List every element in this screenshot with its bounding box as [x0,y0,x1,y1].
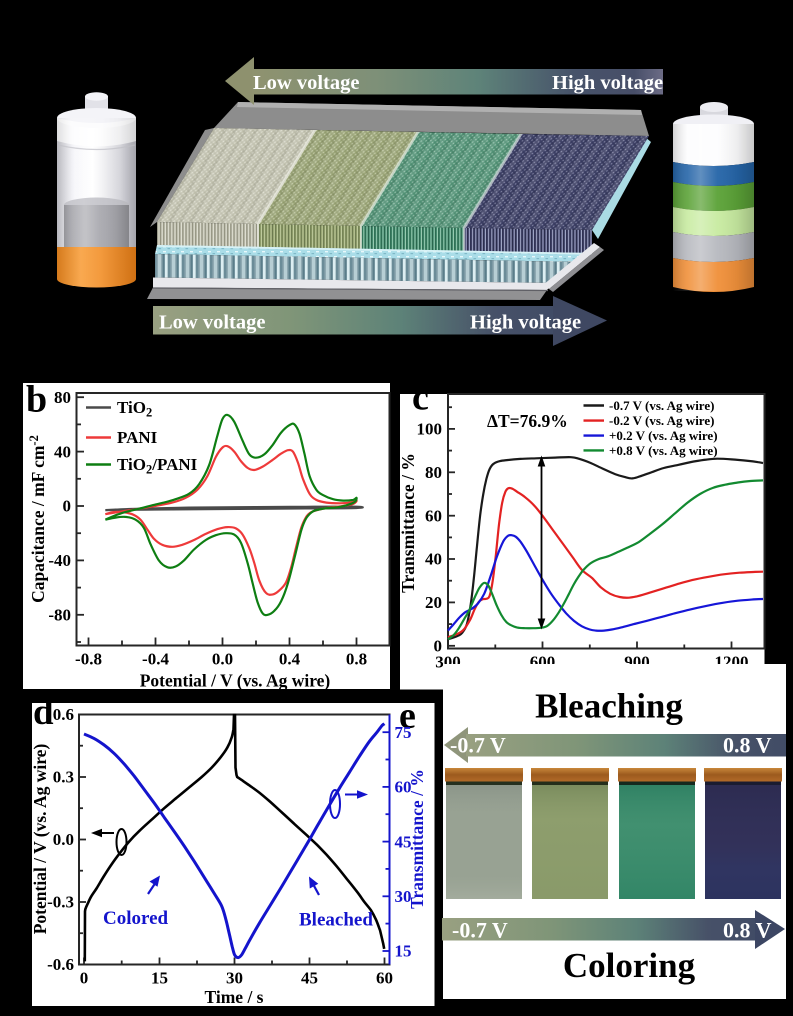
svg-text:45: 45 [395,832,412,851]
svg-text:-0.2 V (vs. Ag wire): -0.2 V (vs. Ag wire) [609,413,714,428]
svg-text:High voltage: High voltage [552,72,663,94]
svg-text:b: b [26,379,47,421]
svg-text:Time / s: Time / s [205,987,264,1007]
svg-text:0: 0 [63,497,72,516]
svg-text:-0.7 V: -0.7 V [452,918,508,943]
svg-text:e: e [399,695,416,737]
svg-text:45: 45 [301,969,318,988]
svg-text:Potential / V (vs. Ag wire): Potential / V (vs. Ag wire) [30,744,50,935]
svg-text:0.0: 0.0 [53,830,74,849]
svg-text:Capacitance / mF cm-2: Capacitance / mF cm-2 [27,435,48,603]
svg-text:c: c [412,377,429,419]
svg-text:TiO2: TiO2 [117,398,152,420]
svg-text:-0.7 V: -0.7 V [450,733,506,758]
svg-text:-40: -40 [48,551,71,570]
svg-text:-0.4: -0.4 [142,650,169,669]
svg-text:Transmittance / %: Transmittance / % [407,769,427,909]
svg-text:Transmittance / %: Transmittance / % [398,453,418,593]
svg-text:Coloring: Coloring [563,946,696,985]
svg-text:TiO2/PANI: TiO2/PANI [117,455,198,477]
svg-text:0.4: 0.4 [279,650,301,669]
svg-text:Potential / V (vs. Ag wire): Potential / V (vs. Ag wire) [140,671,331,691]
svg-text:20: 20 [425,593,442,612]
svg-text:Bleaching: Bleaching [535,687,683,726]
svg-text:100: 100 [417,420,443,439]
svg-text:0.8 V: 0.8 V [723,918,772,943]
svg-text:Low voltage: Low voltage [159,312,265,334]
svg-text:15: 15 [151,969,168,988]
svg-text:-0.3: -0.3 [47,893,74,912]
svg-text:0: 0 [80,969,89,988]
svg-text:Colored: Colored [103,908,169,929]
svg-text:0.6: 0.6 [53,705,74,724]
svg-text:60: 60 [395,778,412,797]
svg-text:-0.6: -0.6 [47,955,74,974]
svg-text:0.3: 0.3 [53,768,74,787]
svg-text:80: 80 [425,463,442,482]
svg-text:Bleached: Bleached [299,910,373,931]
svg-text:0.0: 0.0 [212,650,233,669]
svg-text:+0.2 V (vs. Ag wire): +0.2 V (vs. Ag wire) [609,428,718,443]
svg-text:30: 30 [395,887,412,906]
svg-text:40: 40 [54,442,71,461]
svg-text:-80: -80 [48,606,71,625]
svg-text:60: 60 [376,969,393,988]
svg-text:80: 80 [54,388,71,407]
svg-text:PANI: PANI [117,428,158,447]
svg-text:60: 60 [425,506,442,525]
svg-text:30: 30 [226,969,243,988]
svg-text:Low voltage: Low voltage [253,72,359,94]
svg-text:15: 15 [395,942,412,961]
svg-text:-0.8: -0.8 [75,650,102,669]
svg-text:75: 75 [395,723,412,742]
svg-text:High voltage: High voltage [470,312,581,334]
svg-text:0.8 V: 0.8 V [723,733,772,758]
svg-text:-0.7 V (vs. Ag wire): -0.7 V (vs. Ag wire) [609,398,714,413]
svg-text:ΔT=76.9%: ΔT=76.9% [487,411,568,431]
svg-text:0: 0 [434,637,443,656]
svg-text:40: 40 [425,550,442,569]
svg-text:+0.8 V (vs. Ag wire): +0.8 V (vs. Ag wire) [609,443,718,458]
svg-text:0.8: 0.8 [346,650,367,669]
